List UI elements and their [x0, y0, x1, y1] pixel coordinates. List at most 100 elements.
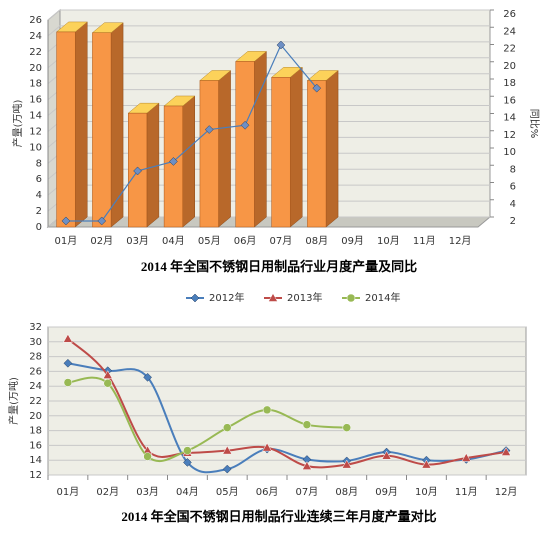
line-point — [312, 83, 322, 93]
y2-tick-label: 10 — [503, 147, 516, 158]
x-tick-label: 02月 — [90, 235, 113, 247]
x-tick-label: 09月 — [341, 235, 364, 247]
y-tick-label: 2 — [36, 206, 42, 217]
chart-title: 2014 年全国不锈钢日用制品行业连续三年月度产量对比 — [121, 509, 436, 524]
line-point — [169, 157, 178, 166]
x-tick-label: 03月 — [136, 486, 159, 498]
x-tick-label: 06月 — [256, 486, 279, 498]
bar-side — [254, 50, 267, 228]
y-tick-label: 10 — [29, 142, 42, 153]
y2-tick-label: 24 — [503, 26, 516, 37]
y-tick-label: 24 — [29, 381, 42, 392]
line-point — [223, 423, 232, 432]
line-point — [341, 459, 352, 469]
line-point — [143, 372, 152, 382]
y2-tick-label: 16 — [503, 95, 516, 106]
legend-label: 2013年 — [287, 291, 322, 304]
bar — [163, 105, 183, 228]
line-point — [183, 446, 192, 455]
line-point — [342, 423, 351, 432]
legend-marker — [268, 292, 278, 302]
y-tick-label: 14 — [29, 111, 42, 122]
y-axis-label: 产量(万吨) — [11, 100, 24, 148]
y-tick-label: 16 — [29, 440, 42, 451]
y2-tick-label: 20 — [503, 61, 516, 72]
bar-side — [289, 66, 303, 228]
bar-side — [146, 102, 160, 228]
line-point — [501, 447, 512, 456]
grid-line — [47, 25, 490, 37]
line-point — [133, 166, 142, 176]
x-tick-label: 03月 — [126, 235, 149, 247]
line-point — [301, 461, 312, 470]
bar — [92, 32, 112, 228]
line-point — [63, 378, 73, 387]
x-tick-label: 10月 — [415, 486, 438, 498]
y-tick-label: 18 — [29, 426, 42, 437]
y-tick-label: 26 — [29, 15, 42, 26]
y-tick-label: 6 — [36, 174, 42, 185]
x-tick-label: 10月 — [377, 235, 400, 247]
line-point — [276, 40, 286, 50]
x-tick-label: 01月 — [57, 486, 80, 498]
y2-tick-label: 18 — [503, 78, 516, 89]
x-tick-label: 06月 — [234, 235, 257, 247]
bar — [235, 61, 255, 228]
y-tick-label: 26 — [29, 366, 42, 377]
line-point — [204, 125, 214, 134]
bar-side — [218, 69, 231, 228]
x-tick-label: 08月 — [305, 235, 328, 247]
y-tick-label: 18 — [29, 79, 42, 90]
y-tick-label: 8 — [36, 158, 42, 169]
x-tick-label: 04月 — [176, 486, 199, 498]
bar-side — [74, 21, 88, 228]
x-tick-label: 12月 — [495, 486, 518, 498]
line-point — [61, 216, 71, 226]
line-point — [222, 445, 233, 455]
x-tick-label: 12月 — [449, 235, 472, 247]
y2-tick-label: 4 — [510, 199, 516, 210]
series-line — [65, 43, 318, 222]
y-tick-label: 14 — [29, 455, 42, 466]
legend-label: 2014年 — [365, 291, 400, 304]
y-tick-label: 0 — [36, 222, 42, 233]
y2-tick-label: 2 — [510, 216, 516, 227]
y-tick-label: 32 — [29, 322, 42, 333]
line-point — [302, 420, 312, 429]
x-tick-label: 09月 — [375, 486, 398, 498]
line-point — [262, 442, 273, 452]
x-tick-label: 08月 — [335, 486, 358, 498]
y-tick-label: 30 — [29, 337, 42, 348]
line-point — [63, 358, 73, 368]
y-tick-label: 24 — [29, 31, 42, 42]
line-point — [461, 452, 472, 462]
line-point — [97, 216, 107, 226]
y-tick-label: 12 — [29, 470, 42, 481]
line-point — [143, 452, 152, 461]
line-point — [240, 120, 250, 130]
line-point — [103, 378, 112, 388]
y2-axis-label: 同比% — [528, 109, 540, 139]
line-point — [62, 333, 73, 343]
line-point — [381, 450, 392, 460]
line-point — [222, 464, 232, 474]
bar — [56, 31, 76, 228]
series-line — [67, 376, 347, 462]
grid-line — [47, 9, 490, 21]
y-tick-label: 28 — [29, 352, 42, 363]
y2-tick-label: 26 — [503, 9, 516, 20]
x-tick-label: 05月 — [198, 235, 221, 247]
y-tick-label: 22 — [29, 47, 42, 58]
bar-side — [325, 69, 339, 228]
y-axis-label: 产量(万吨) — [7, 377, 20, 425]
legend-label: 2012年 — [209, 291, 244, 304]
y-tick-label: 22 — [29, 396, 42, 407]
bar-side — [110, 22, 124, 228]
x-tick-label: 02月 — [96, 486, 119, 498]
chart-title: 2014 年全国不锈钢日用制品行业月度产量及同比 — [141, 259, 417, 274]
x-tick-label: 01月 — [55, 235, 78, 247]
x-tick-label: 11月 — [455, 486, 478, 498]
y-tick-label: 20 — [29, 63, 42, 74]
x-tick-label: 07月 — [270, 235, 293, 247]
legend-marker — [346, 293, 356, 303]
